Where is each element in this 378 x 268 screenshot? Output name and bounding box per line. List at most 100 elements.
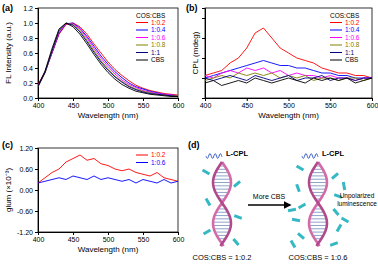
series-line <box>38 23 178 96</box>
cbs-molecule <box>202 169 210 176</box>
tick-mark <box>202 58 205 59</box>
plot-area <box>38 23 178 97</box>
x-tick: 500 <box>283 98 295 109</box>
base-pair <box>214 218 231 219</box>
tick-mark <box>35 169 38 170</box>
legend-label: 1:0.8 <box>151 41 166 48</box>
x-tick: 450 <box>68 98 80 109</box>
legend-label: CBS <box>345 56 359 63</box>
legend-label: 1:0.6 <box>151 159 166 166</box>
legend-label: CBS <box>151 56 165 63</box>
tick-label: 500 <box>103 102 115 109</box>
tick-mark <box>202 18 205 19</box>
tick-mark <box>178 232 179 235</box>
series-line <box>38 176 178 183</box>
helix <box>202 162 242 246</box>
tick-mark <box>143 232 144 235</box>
tick-label: 0.4 <box>23 65 33 72</box>
tick-label: 0.6 <box>23 50 33 57</box>
arrow-label: More CBS <box>253 193 286 200</box>
legend-swatch <box>330 60 342 61</box>
base-pair <box>214 189 230 190</box>
cbs-molecule <box>336 224 343 232</box>
y-tick: 1.2 <box>23 5 38 12</box>
tick-label: 400 <box>33 236 45 243</box>
legend-label: 1:0.8 <box>345 41 360 48</box>
axis-line <box>39 233 179 236</box>
cbs-molecule <box>331 172 339 179</box>
y-axis-title: glum (×10⁻³) <box>4 168 13 212</box>
legend: COS:CBS1:0.21:0.41:0.61:0.81:1CBS <box>136 12 166 64</box>
background <box>0 0 378 268</box>
y-tick: 0.8 <box>23 35 38 42</box>
legend-swatch <box>136 52 148 53</box>
tick-label: 500 <box>103 236 115 243</box>
tick-mark <box>35 148 38 149</box>
y-axis: -1.20-0.600.000.601.20 <box>17 145 38 236</box>
y-tick <box>202 98 205 99</box>
base-pair <box>311 215 326 216</box>
x-tick: 450 <box>68 232 80 243</box>
tick-label: 400 <box>33 102 45 109</box>
tick-mark <box>73 98 74 101</box>
y-axis: 0.00.20.40.60.81.01.2 <box>23 5 38 102</box>
legend-swatch <box>136 22 148 23</box>
tick-mark <box>247 98 248 101</box>
base-pair <box>213 179 230 180</box>
legend-title: COS:CBS <box>136 12 166 19</box>
legend-swatch <box>330 30 342 31</box>
legend-swatch <box>330 37 342 38</box>
series-line <box>38 24 178 96</box>
strand <box>309 162 327 246</box>
y-tick: 0.4 <box>23 65 38 72</box>
y-axis-title: CPL (mdeg) <box>191 31 200 74</box>
legend-label: 1:0.6 <box>345 34 360 41</box>
caption: COS:CBS = 1:0.2 <box>193 253 252 262</box>
legend-label: 1:0.4 <box>151 26 166 33</box>
plot-area <box>205 28 372 86</box>
base-pair <box>215 232 229 233</box>
y-tick: -1.20 <box>17 229 38 236</box>
legend-swatch <box>136 155 148 156</box>
x-tick: 400 <box>33 232 45 243</box>
panel-label: (a) <box>2 3 13 13</box>
tick-mark <box>202 98 205 99</box>
x-tick: 550 <box>325 98 337 109</box>
cbs-molecule <box>341 217 349 224</box>
legend-swatch <box>136 162 148 163</box>
cbs-molecule <box>205 198 212 206</box>
base-pair <box>309 185 326 186</box>
panel-label: (d) <box>188 140 200 150</box>
y-tick: 0.00 <box>19 187 38 194</box>
base-pair <box>216 192 229 193</box>
y-tick: 0.60 <box>19 166 38 173</box>
series-line <box>205 78 372 86</box>
legend-swatch <box>136 60 148 61</box>
tick-mark <box>372 98 373 101</box>
plot-area <box>38 155 178 183</box>
tick-mark <box>35 68 38 69</box>
tick-mark <box>35 38 38 39</box>
tick-mark <box>143 98 144 101</box>
light-wave <box>206 154 222 159</box>
base-pair <box>309 222 327 223</box>
series-line <box>38 155 178 183</box>
tick-mark <box>35 8 38 9</box>
note: Unpolarized <box>340 192 375 200</box>
legend-swatch <box>330 52 342 53</box>
panel-label: (c) <box>2 140 13 150</box>
base-pair <box>309 182 327 183</box>
series-line <box>205 73 372 81</box>
base-pair <box>214 175 230 176</box>
tick-label: 550 <box>138 102 150 109</box>
x-axis-title: Wavelength (nm) <box>78 111 139 120</box>
tick-mark <box>202 78 205 79</box>
series-line <box>38 23 178 95</box>
legend-swatch <box>136 30 148 31</box>
base-pair <box>309 225 327 226</box>
chart-panel: 400450500550600-1.20-0.600.000.601.20Wav… <box>2 140 184 254</box>
series-line <box>38 23 178 97</box>
legend-label: 1:1 <box>345 49 354 56</box>
x-axis-title: Wavelength (nm) <box>258 111 319 120</box>
tick-label: 450 <box>68 102 80 109</box>
